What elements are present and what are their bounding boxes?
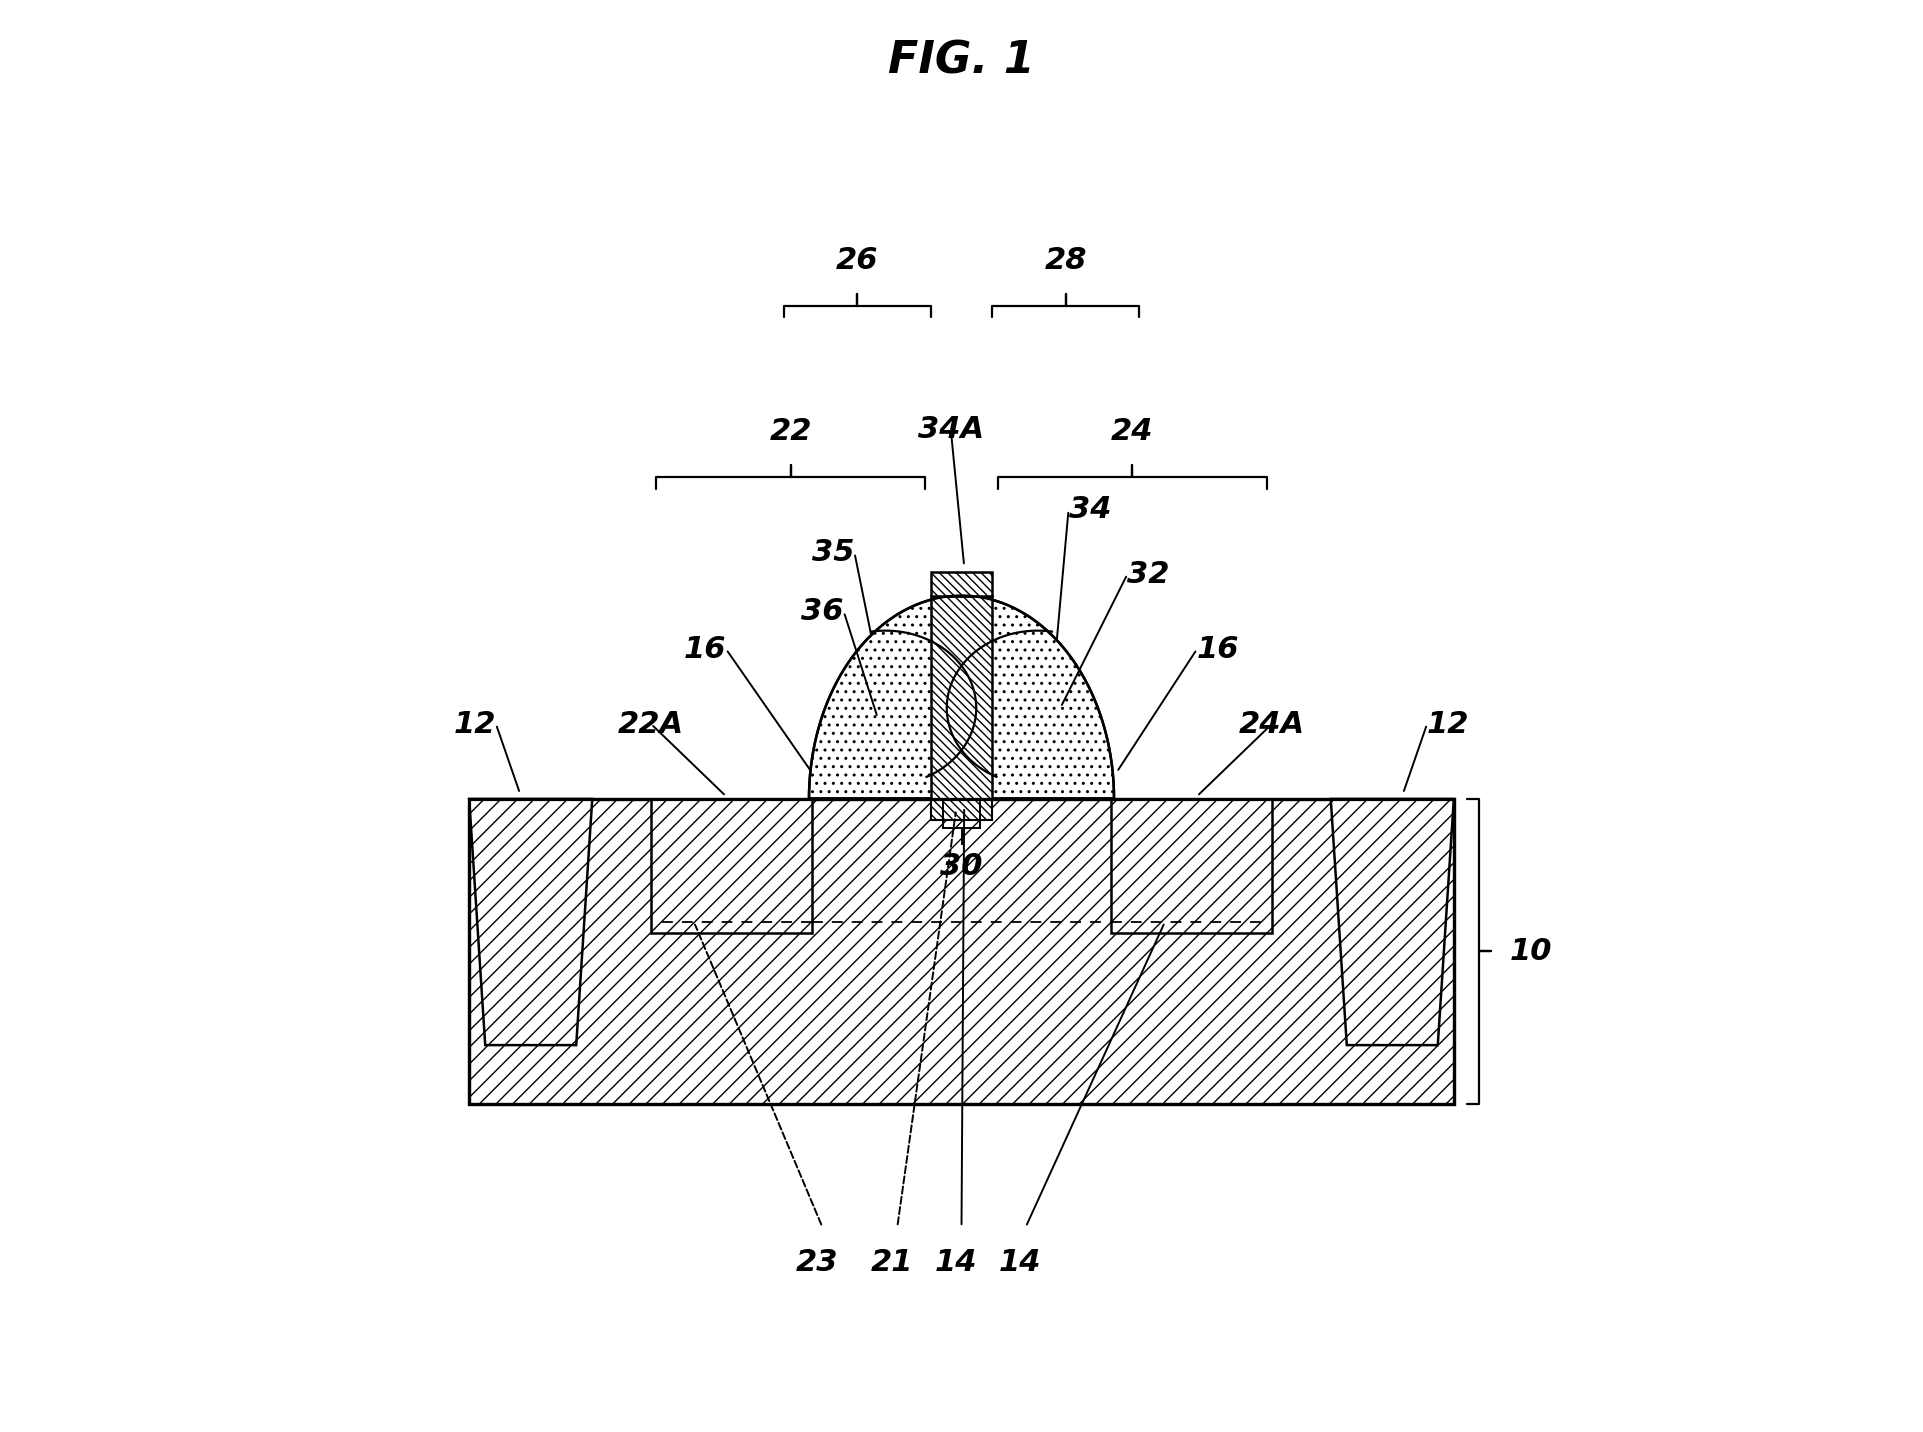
Text: 21: 21 [871,1249,913,1277]
Text: 16: 16 [683,634,727,663]
Polygon shape [810,596,1113,799]
Polygon shape [1331,799,1454,1045]
Polygon shape [931,799,992,821]
Text: 16: 16 [1196,634,1240,663]
Text: 34A: 34A [917,415,985,444]
Polygon shape [931,596,992,799]
Text: 26: 26 [837,245,879,275]
Text: 22: 22 [769,417,812,445]
Text: 24A: 24A [1238,709,1306,739]
Text: 34: 34 [1069,495,1111,524]
Polygon shape [1111,799,1271,932]
Polygon shape [931,571,992,596]
Text: FIG. 1: FIG. 1 [888,39,1035,82]
Text: 35: 35 [812,538,854,567]
Text: 23: 23 [796,1249,838,1277]
Text: 12: 12 [1427,709,1469,739]
Polygon shape [469,799,1454,1104]
Text: 14: 14 [1000,1249,1042,1277]
Text: 36: 36 [802,597,844,626]
Text: 12: 12 [454,709,496,739]
Bar [469,799,1454,1104]
Text: 32: 32 [1127,560,1169,589]
Polygon shape [469,799,592,1045]
Text: 22A: 22A [617,709,685,739]
Text: 10: 10 [1510,937,1552,967]
Polygon shape [652,799,812,932]
Text: 30: 30 [940,852,983,882]
Text: 14: 14 [935,1249,977,1277]
Text: 24: 24 [1111,417,1154,445]
Text: 28: 28 [1044,245,1086,275]
